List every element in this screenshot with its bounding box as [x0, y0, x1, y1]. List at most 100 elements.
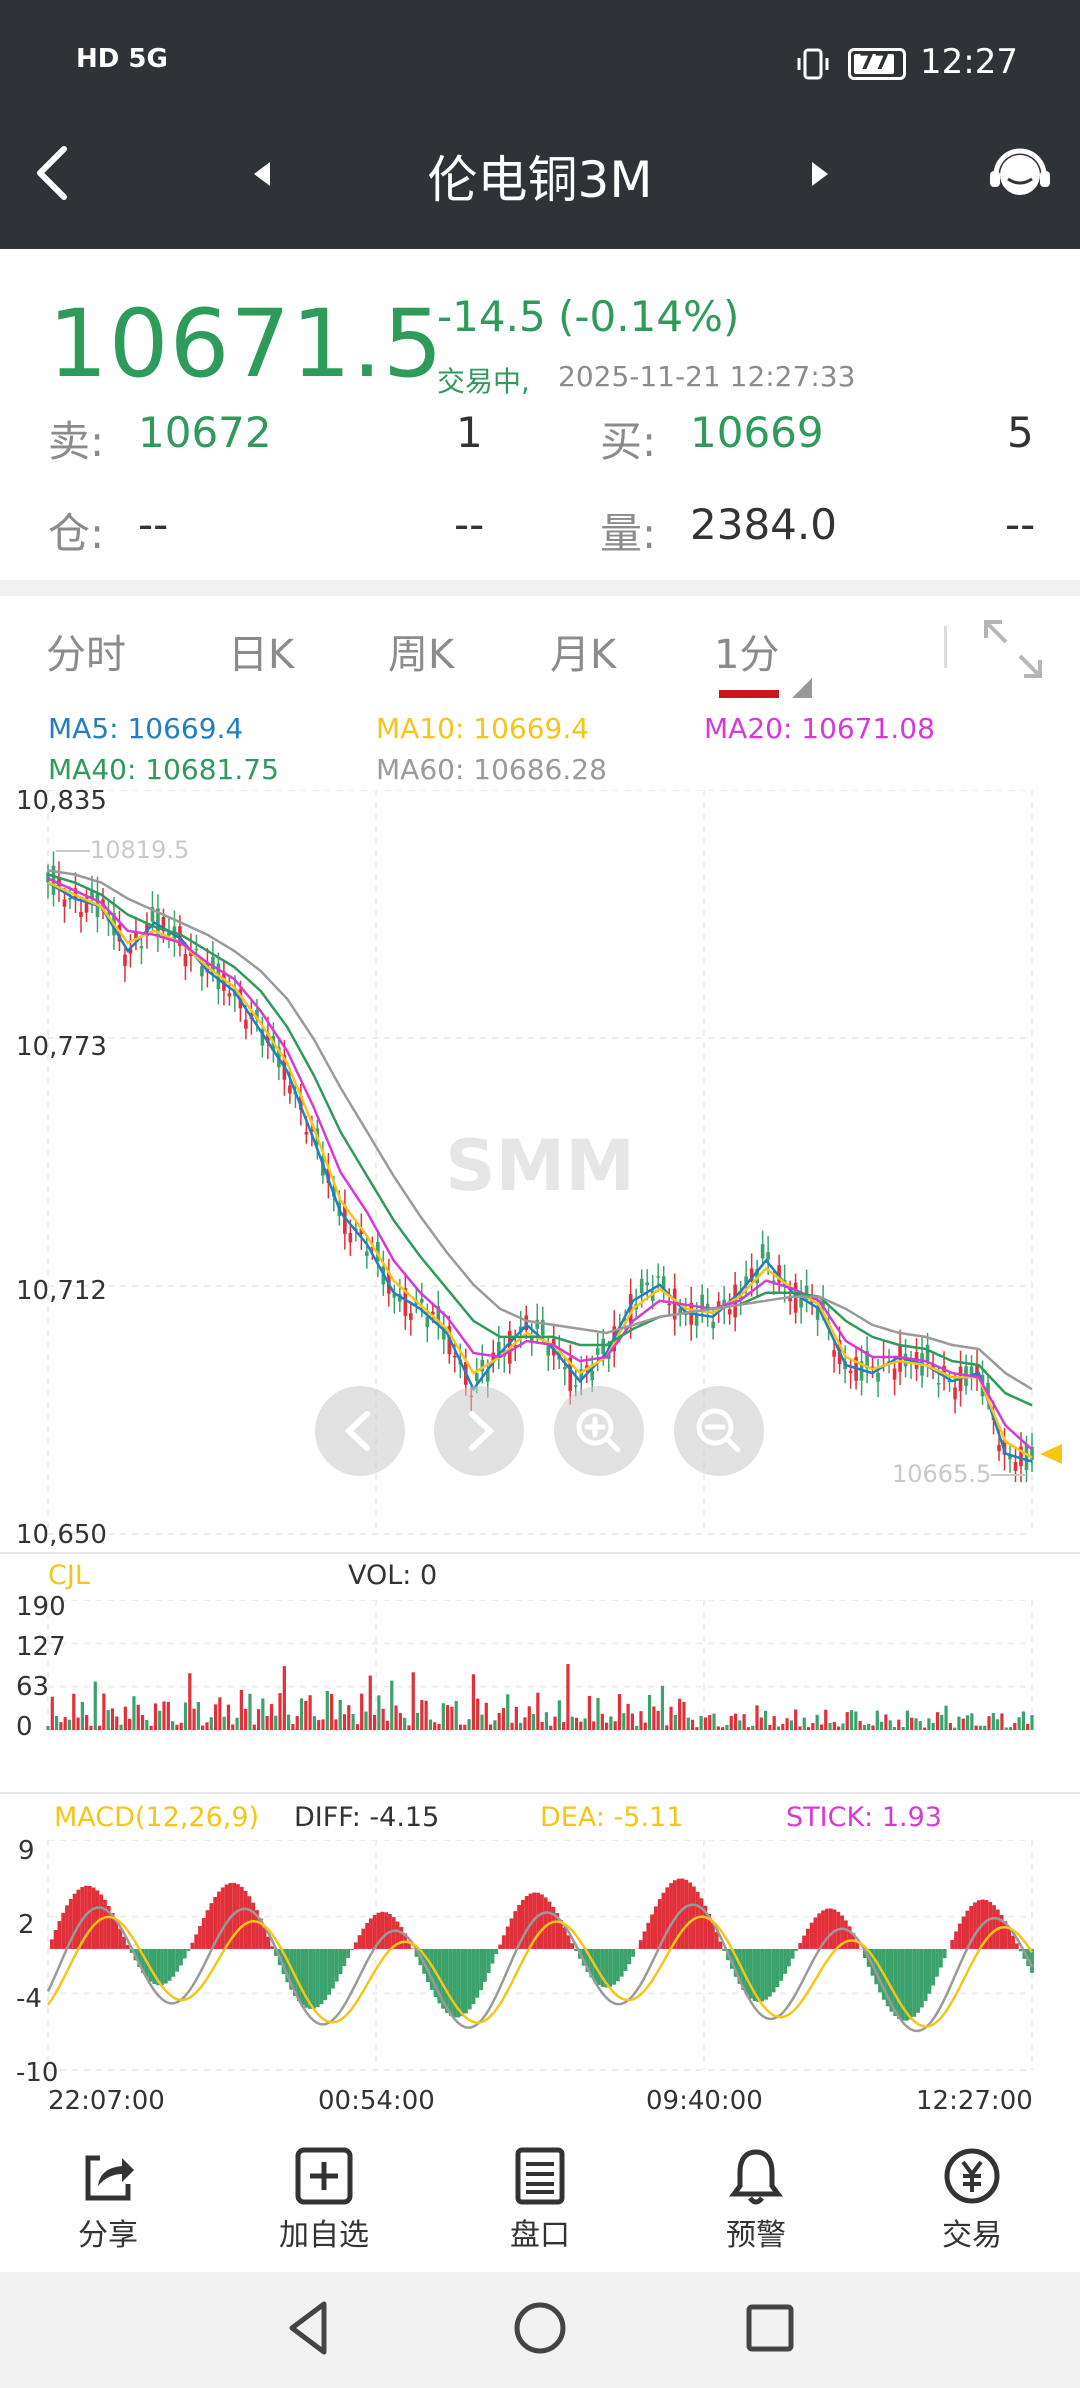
macd-dea: DEA: -5.11 [540, 1802, 684, 1833]
order-book-button[interactable]: 盘口 [490, 2146, 590, 2256]
battery-icon: 77 [848, 48, 906, 80]
macd-stick-bar [935, 1948, 939, 1977]
volume-bar [385, 1720, 390, 1730]
volume-bar [265, 1715, 269, 1730]
candle-body [650, 1291, 655, 1301]
price-change-percent: (-0.14%) [558, 292, 740, 341]
candle-body [167, 932, 171, 936]
candle-body [777, 1265, 781, 1283]
macd-stick-bar [87, 1885, 92, 1949]
volume-bar [149, 1725, 153, 1730]
yen-coin-icon [944, 2148, 1000, 2204]
zoom-in-button[interactable] [554, 1386, 644, 1476]
volume-bar [673, 1714, 677, 1730]
macd-stick-bar [699, 1898, 704, 1949]
divider [0, 1552, 1080, 1554]
macd-stick-bar [426, 1948, 430, 1983]
system-navigation-bar [0, 2272, 1080, 2388]
macd-stick-bar [885, 1948, 890, 2007]
tab-weekly-k[interactable]: 周K [388, 632, 455, 678]
candle-body [997, 1444, 1001, 1452]
candle-body [1030, 1447, 1034, 1460]
tab-time-sharing[interactable]: 分时 [46, 632, 126, 678]
ma10-label: MA10: 10669.4 [376, 712, 590, 745]
volume-bar [102, 1693, 106, 1730]
macd-stick-bar [608, 1948, 613, 1987]
system-home-icon[interactable] [510, 2298, 570, 2358]
share-button[interactable]: 分享 [60, 2146, 156, 2256]
macd-stick-bar [562, 1927, 567, 1949]
macd-stick-bar [638, 1940, 643, 1949]
system-recents-icon[interactable] [740, 2298, 800, 2358]
volume-bar [523, 1717, 527, 1730]
y-tick-volume: 127 [16, 1632, 66, 1662]
fullscreen-icon[interactable] [980, 616, 1046, 682]
volume-bar [635, 1725, 639, 1730]
macd-stick-bar [490, 1948, 495, 1964]
volume-bar [763, 1710, 768, 1730]
macd-stick-bar [201, 1917, 206, 1949]
candle-body [348, 1233, 353, 1243]
trade-button[interactable]: 交易 [922, 2146, 1022, 2256]
zoom-out-button[interactable] [674, 1386, 764, 1476]
volume-bar [935, 1712, 940, 1730]
macd-stick-bar [596, 1948, 601, 1985]
macd-stick-bar [805, 1928, 810, 1949]
volume-bar [849, 1709, 854, 1730]
back-button[interactable] [28, 145, 78, 201]
macd-stick-bar [767, 1948, 772, 1997]
last-price: 10671.5 [48, 290, 444, 399]
tab-1min[interactable]: 1分 [714, 632, 780, 678]
x-tick: 12:27:00 [916, 2086, 1033, 2116]
tab-daily-k[interactable]: 日K [228, 632, 295, 678]
macd-stick-bar [688, 1882, 692, 1949]
x-tick: 09:40:00 [646, 2086, 763, 2116]
volume-bar [592, 1721, 596, 1730]
volume-bar [355, 1724, 359, 1730]
macd-stick-bar [923, 1948, 928, 2002]
macd-stick-bar [220, 1887, 225, 1949]
tab-monthly-k[interactable]: 月K [550, 632, 617, 678]
volume-bar [557, 1700, 561, 1730]
period-dropdown-icon[interactable] [790, 676, 814, 700]
scroll-right-button[interactable] [434, 1386, 524, 1476]
price-alert-label: 预警 [726, 2218, 786, 2253]
macd-stick-bar [775, 1948, 780, 1988]
y-tick-volume: 190 [16, 1592, 66, 1622]
macd-stick-bar [445, 1948, 449, 2013]
macd-stick-bar [695, 1891, 700, 1949]
macd-stick-bar [179, 1948, 183, 1966]
volume-bar [377, 1695, 381, 1730]
macd-stick-bar [285, 1948, 290, 1983]
volume-bar [441, 1703, 445, 1730]
macd-stick-bar [600, 1948, 605, 1987]
scroll-left-button[interactable] [315, 1386, 405, 1476]
macd-stick-bar [919, 1948, 924, 2008]
macd-stick-bar [407, 1940, 411, 1949]
volume-bar [519, 1722, 523, 1730]
volume-bar [493, 1720, 497, 1730]
macd-stick-bar [293, 1948, 297, 1997]
macd-stick-bar [669, 1883, 673, 1949]
macd-stick-bar [771, 1948, 776, 1993]
volume-bar [54, 1716, 59, 1730]
previous-contract-button[interactable] [248, 160, 276, 188]
volume-bar [312, 1716, 317, 1730]
macd-stick-bar [323, 1948, 328, 2000]
volume-bar [660, 1685, 665, 1730]
customer-service-icon[interactable] [988, 145, 1052, 205]
main-price-chart[interactable]: SMM [0, 790, 1080, 1550]
macd-stick-bar [141, 1948, 145, 1973]
candle-body [799, 1293, 803, 1308]
candle-body [535, 1319, 540, 1329]
volume-bar [630, 1713, 634, 1730]
macd-stick-bar [467, 1948, 472, 2010]
candle-body [755, 1269, 759, 1284]
system-back-icon[interactable] [280, 2298, 340, 2358]
volume-bar [798, 1726, 802, 1730]
y-tick-macd: 9 [18, 1836, 35, 1866]
candle-body [480, 1359, 485, 1372]
next-contract-button[interactable] [806, 160, 834, 188]
price-alert-button[interactable]: 预警 [706, 2146, 806, 2256]
add-watchlist-button[interactable]: 加自选 [270, 2146, 378, 2256]
